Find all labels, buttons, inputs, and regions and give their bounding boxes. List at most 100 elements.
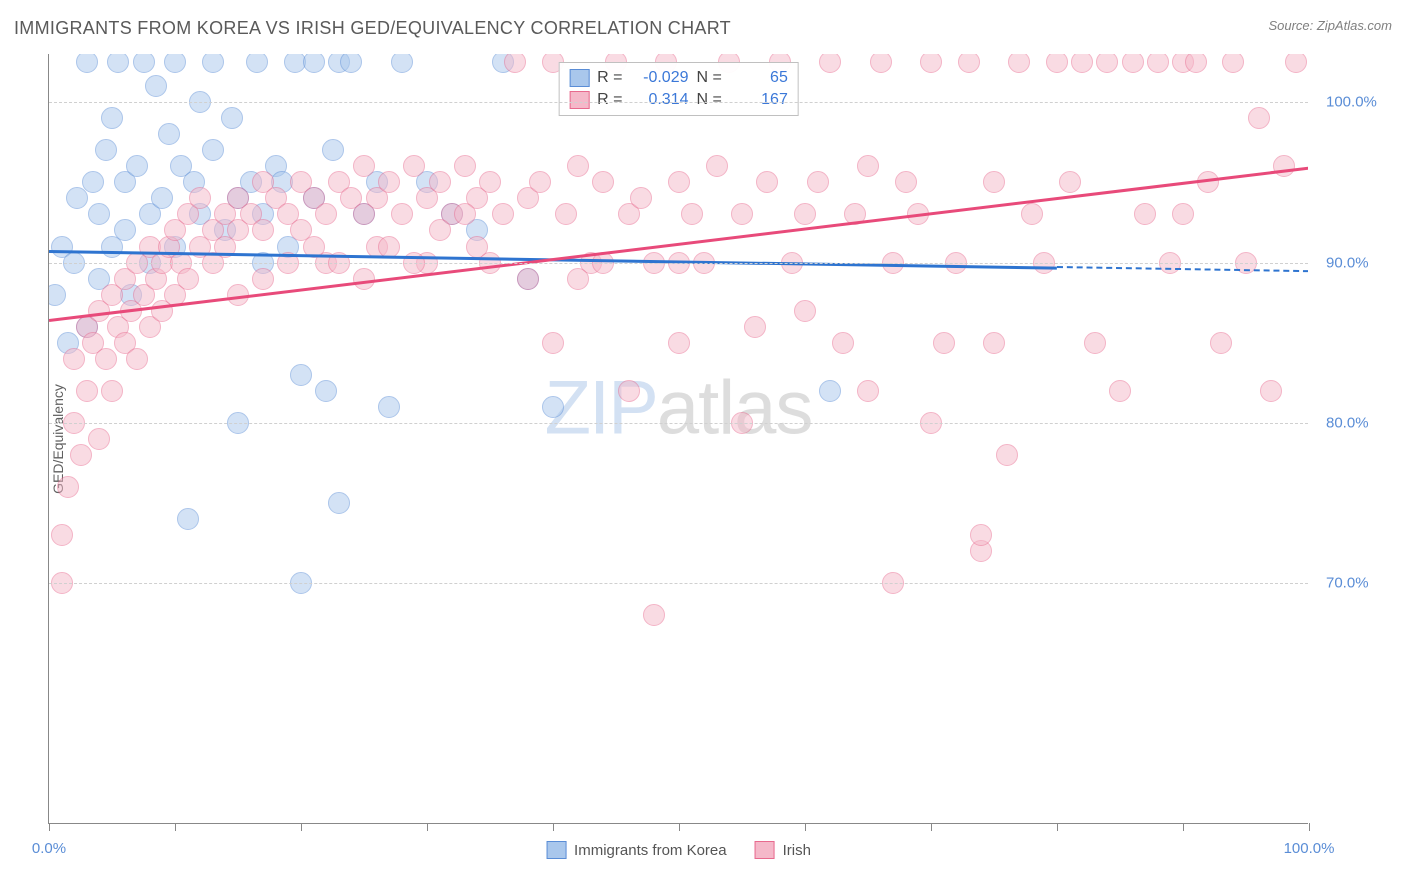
scatter-point-irish <box>857 155 879 177</box>
scatter-point-irish <box>378 236 400 258</box>
r-label: R = <box>597 91 622 109</box>
scatter-point-irish <box>630 187 652 209</box>
scatter-point-irish <box>895 171 917 193</box>
scatter-point-irish <box>88 428 110 450</box>
gridline <box>49 583 1308 584</box>
xtick <box>679 823 680 831</box>
scatter-point-irish <box>76 380 98 402</box>
scatter-point-korea <box>133 54 155 73</box>
scatter-point-irish <box>1109 380 1131 402</box>
scatter-point-irish <box>1096 54 1118 73</box>
scatter-point-irish <box>101 380 123 402</box>
scatter-point-korea <box>202 139 224 161</box>
scatter-point-irish <box>756 171 778 193</box>
scatter-point-korea <box>95 139 117 161</box>
source-attribution: Source: ZipAtlas.com <box>1268 18 1392 33</box>
scatter-point-korea <box>114 219 136 241</box>
scatter-point-irish <box>819 54 841 73</box>
scatter-point-korea <box>221 107 243 129</box>
xtick <box>427 823 428 831</box>
swatch-irish <box>569 91 589 109</box>
scatter-point-korea <box>542 396 564 418</box>
scatter-point-korea <box>246 54 268 73</box>
source-label: Source: <box>1268 18 1316 33</box>
scatter-point-irish <box>1147 54 1169 73</box>
ytick-label: 90.0% <box>1326 254 1396 271</box>
stats-row-korea: R = -0.029 N = 65 <box>569 67 788 89</box>
ytick-label: 80.0% <box>1326 414 1396 431</box>
swatch-korea <box>569 69 589 87</box>
scatter-point-irish <box>668 171 690 193</box>
stats-legend-box: R = -0.029 N = 65 R = 0.314 N = 167 <box>558 62 799 116</box>
legend-item-irish: Irish <box>755 841 811 859</box>
scatter-point-irish <box>1122 54 1144 73</box>
scatter-point-irish <box>70 444 92 466</box>
scatter-point-korea <box>49 284 66 306</box>
scatter-point-irish <box>1134 203 1156 225</box>
scatter-point-irish <box>567 155 589 177</box>
scatter-point-irish <box>1248 107 1270 129</box>
gridline <box>49 263 1308 264</box>
scatter-point-korea <box>290 364 312 386</box>
xtick <box>175 823 176 831</box>
scatter-point-irish <box>1021 203 1043 225</box>
gridline <box>49 102 1308 103</box>
scatter-point-irish <box>315 203 337 225</box>
scatter-point-irish <box>1210 332 1232 354</box>
scatter-point-irish <box>1273 155 1295 177</box>
xtick <box>1057 823 1058 831</box>
scatter-point-irish <box>870 54 892 73</box>
scatter-point-irish <box>378 171 400 193</box>
scatter-point-korea <box>303 54 325 73</box>
scatter-point-korea <box>202 54 224 73</box>
scatter-point-irish <box>454 155 476 177</box>
scatter-point-irish <box>177 268 199 290</box>
scatter-point-irish <box>57 476 79 498</box>
korea-n-value: 65 <box>730 69 788 87</box>
scatter-point-irish <box>1172 203 1194 225</box>
swatch-korea <box>546 841 566 859</box>
xtick <box>1183 823 1184 831</box>
scatter-point-korea <box>164 54 186 73</box>
xtick <box>931 823 932 831</box>
scatter-point-irish <box>391 203 413 225</box>
scatter-point-irish <box>794 203 816 225</box>
scatter-point-korea <box>151 187 173 209</box>
scatter-point-irish <box>970 524 992 546</box>
scatter-point-irish <box>958 54 980 73</box>
scatter-point-irish <box>1008 54 1030 73</box>
scatter-point-korea <box>126 155 148 177</box>
scatter-point-korea <box>158 123 180 145</box>
scatter-point-korea <box>76 54 98 73</box>
scatter-point-korea <box>177 508 199 530</box>
watermark: ZIPatlas <box>545 364 813 451</box>
scatter-point-irish <box>744 316 766 338</box>
plot-area: ZIPatlas <box>49 54 1308 823</box>
scatter-point-irish <box>504 54 526 73</box>
scatter-point-irish <box>706 155 728 177</box>
scatter-point-irish <box>983 171 1005 193</box>
scatter-point-irish <box>920 54 942 73</box>
scatter-point-irish <box>542 332 564 354</box>
scatter-point-irish <box>807 171 829 193</box>
scatter-point-irish <box>555 203 577 225</box>
scatter-point-irish <box>996 444 1018 466</box>
scatter-point-irish <box>1046 54 1068 73</box>
scatter-point-irish <box>252 219 274 241</box>
ytick-label: 70.0% <box>1326 575 1396 592</box>
scatter-point-irish <box>1285 54 1307 73</box>
bottom-legend: Immigrants from Korea Irish <box>546 841 811 859</box>
n-label: N = <box>697 69 722 87</box>
scatter-point-irish <box>252 268 274 290</box>
xtick-label: 0.0% <box>32 840 66 857</box>
scatter-point-irish <box>857 380 879 402</box>
scatter-point-irish <box>529 171 551 193</box>
scatter-point-korea <box>391 54 413 73</box>
ytick-label: 100.0% <box>1326 94 1396 111</box>
scatter-point-irish <box>429 171 451 193</box>
scatter-point-irish <box>126 348 148 370</box>
scatter-point-irish <box>668 332 690 354</box>
chart-header: IMMIGRANTS FROM KOREA VS IRISH GED/EQUIV… <box>14 18 1392 39</box>
scatter-point-irish <box>492 203 514 225</box>
n-label: N = <box>697 91 722 109</box>
